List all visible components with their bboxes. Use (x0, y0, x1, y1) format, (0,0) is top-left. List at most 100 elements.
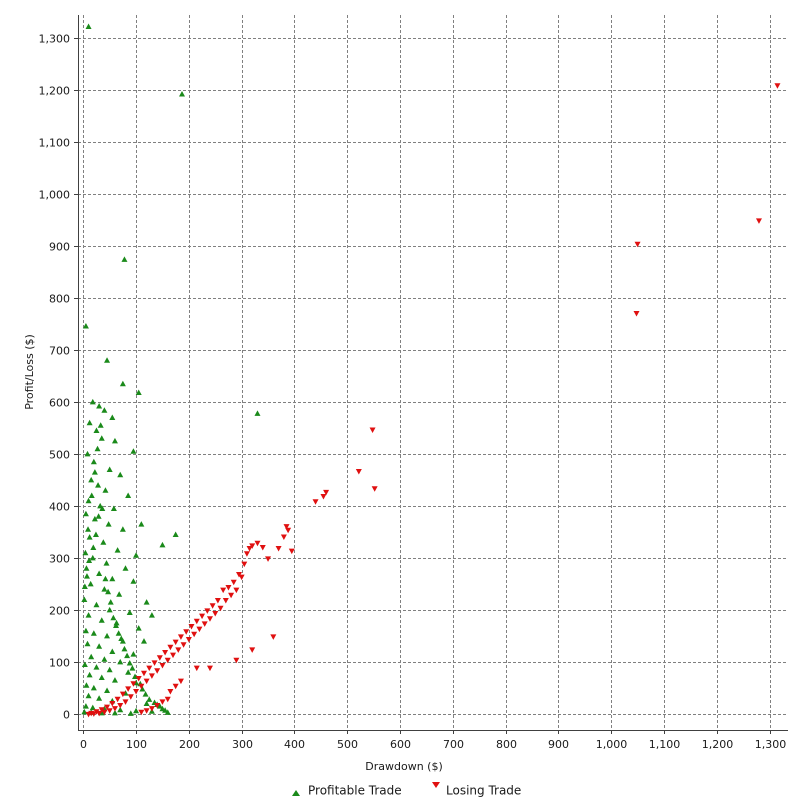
y-tick-label: 100 (49, 657, 70, 670)
data-point (206, 665, 213, 672)
data-point (109, 414, 116, 420)
data-point (185, 637, 192, 643)
data-point (93, 664, 100, 670)
data-point (148, 706, 155, 712)
data-point (96, 643, 103, 649)
y-tick-label: 700 (49, 345, 70, 358)
data-point (117, 706, 124, 713)
data-point (249, 647, 256, 653)
data-point (167, 689, 174, 695)
data-point (212, 611, 219, 617)
data-point (164, 709, 171, 715)
data-point (230, 579, 237, 586)
data-point (103, 560, 110, 566)
x-tick-label: 1,000 (596, 738, 628, 751)
data-point (95, 513, 102, 519)
data-point (115, 630, 122, 636)
data-point (110, 614, 117, 621)
data-point (220, 587, 227, 594)
data-point (369, 427, 376, 433)
data-point (101, 586, 108, 592)
data-point (193, 665, 200, 672)
data-point (114, 547, 121, 553)
y-tick-label: 1,000 (39, 189, 71, 202)
data-point (130, 448, 137, 454)
data-point (98, 435, 105, 441)
data-point (111, 437, 118, 444)
data-point (93, 601, 100, 608)
data-point (156, 655, 163, 661)
data-point (138, 709, 145, 716)
data-point (222, 598, 229, 604)
data-point (110, 505, 117, 511)
y-tick-label: 1,300 (39, 33, 71, 46)
data-point (87, 580, 94, 587)
data-point (118, 635, 125, 641)
data-point (104, 632, 111, 639)
data-point (164, 696, 171, 703)
data-point (85, 612, 92, 618)
data-point (228, 592, 235, 599)
data-point (125, 492, 132, 498)
data-point (204, 608, 211, 614)
data-point (111, 709, 118, 716)
data-point (82, 627, 89, 634)
data-point (93, 709, 100, 715)
x-tick-label: 200 (179, 738, 200, 751)
data-point (117, 471, 124, 478)
data-point (159, 663, 166, 669)
data-point (85, 497, 92, 504)
data-point (170, 652, 177, 659)
data-point (91, 469, 98, 475)
data-point (111, 677, 118, 683)
data-point (91, 515, 98, 522)
data-point (151, 660, 158, 666)
y-tick-label: 400 (49, 501, 70, 514)
data-point (320, 494, 327, 500)
y-tick-label: 1,100 (39, 137, 71, 150)
data-point (254, 410, 261, 416)
data-point (312, 499, 319, 505)
data-point (233, 657, 240, 664)
data-point (254, 540, 261, 547)
x-tick-label: 300 (232, 738, 253, 751)
data-point (180, 642, 187, 648)
x-tick-label: 600 (390, 738, 411, 751)
data-point (85, 23, 92, 29)
data-point (140, 638, 147, 644)
data-point (83, 565, 90, 571)
data-point (138, 521, 145, 527)
data-point (122, 699, 129, 705)
data-point (122, 565, 129, 571)
legend-profitable-marker (292, 790, 300, 796)
data-point (105, 588, 112, 595)
data-point (102, 575, 109, 582)
data-point (129, 665, 136, 671)
data-point (133, 689, 140, 695)
y-tick-label: 600 (49, 397, 70, 410)
data-point (217, 605, 224, 612)
legend-losing-marker (432, 782, 440, 788)
data-point (95, 482, 102, 488)
plot-background (78, 15, 788, 730)
data-point (243, 551, 250, 557)
data-point (82, 322, 89, 329)
data-point (133, 552, 140, 558)
data-point (101, 656, 108, 662)
data-point (177, 678, 184, 685)
data-point (148, 673, 155, 679)
y-tick-labels: 0 100 200 300 400 500 600 700 800 900 1,000 1,100 1,… (39, 33, 71, 722)
x-tick-label: 500 (337, 738, 358, 751)
data-point (154, 668, 161, 674)
data-point (125, 669, 132, 675)
data-point (233, 587, 240, 594)
data-point (162, 650, 169, 656)
data-point (98, 617, 105, 623)
data-point (99, 505, 106, 511)
data-point (143, 700, 150, 706)
data-point (143, 599, 150, 605)
data-point (132, 673, 139, 679)
data-point (119, 526, 126, 532)
data-point (142, 691, 149, 697)
